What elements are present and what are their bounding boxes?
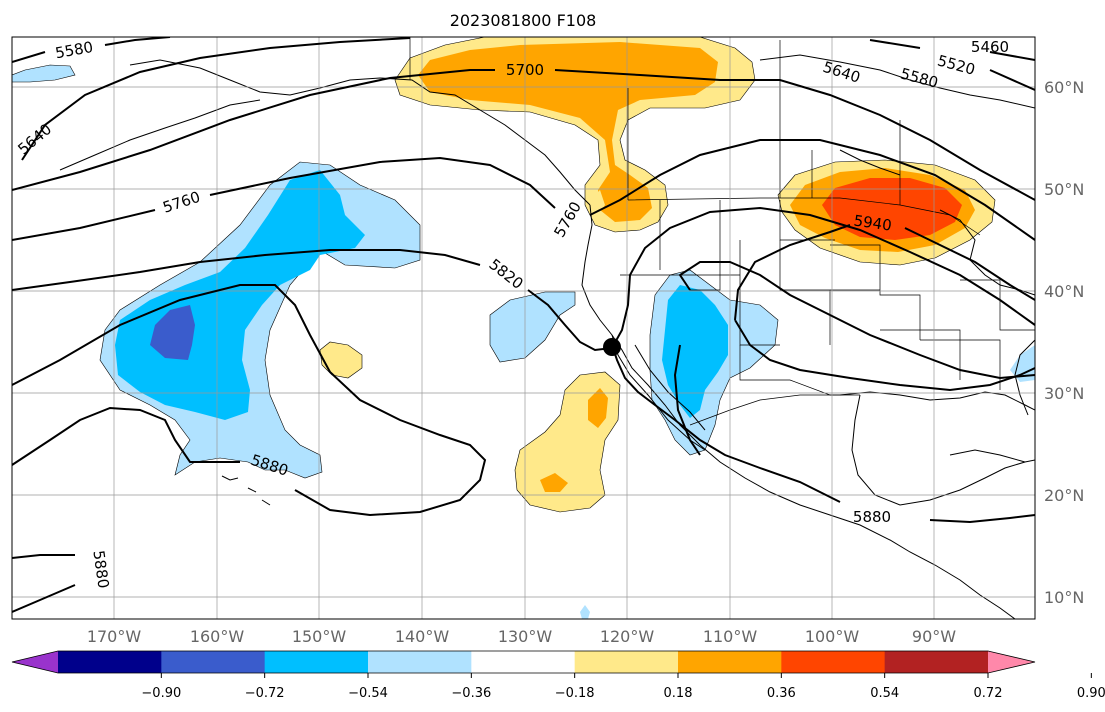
map-area: 5580 5460 5520 5580 5640 5700 5640 5760 … xyxy=(12,37,1035,619)
location-marker xyxy=(603,338,621,356)
lon-label: 150°W xyxy=(292,627,347,646)
negative-anomaly-southwest-core xyxy=(662,285,728,418)
borders xyxy=(409,37,1035,426)
height-contours xyxy=(12,37,1035,613)
contour-5880-south-left xyxy=(12,554,76,613)
lon-label: 120°W xyxy=(600,627,655,646)
lon-label: 100°W xyxy=(805,627,860,646)
colorbar-extend-low xyxy=(12,651,58,673)
contour-5880-east xyxy=(611,261,1035,524)
lon-label: 160°W xyxy=(190,627,245,646)
colorbar xyxy=(11,650,1092,678)
colorbar-tick-label: −0.54 xyxy=(348,686,388,701)
colorbar-segment xyxy=(574,651,679,673)
colorbar-segment xyxy=(58,651,162,673)
contour-label: 5700 xyxy=(506,61,544,79)
positive-anomaly-off-mexico-core xyxy=(588,388,608,428)
map-title: 2023081800 F108 xyxy=(450,11,597,30)
lon-label: 130°W xyxy=(498,627,553,646)
lat-label: 60°N xyxy=(1044,78,1084,97)
contour-5700 xyxy=(12,69,1035,201)
colorbar-segment xyxy=(161,651,266,673)
colorbar-segment xyxy=(368,651,472,673)
colorbar-segment xyxy=(884,651,989,673)
contour-label: 5880 xyxy=(853,508,891,526)
contour-5580-west xyxy=(12,37,171,63)
lat-label: 50°N xyxy=(1044,180,1084,199)
colorbar-segment xyxy=(471,651,576,673)
positive-anomaly-off-mexico-core-2 xyxy=(540,473,568,492)
contour-5940 xyxy=(734,224,1035,392)
contour-5880-pacific xyxy=(12,284,487,517)
negative-anomaly-far-west xyxy=(12,64,76,83)
negative-anomaly-tiny xyxy=(580,605,590,619)
colorbar-tick-label: −0.90 xyxy=(141,686,181,701)
colorbar-tick-label: 0.54 xyxy=(870,686,899,701)
lon-label: 170°W xyxy=(87,627,142,646)
contour-5640-west xyxy=(21,37,411,161)
colorbar-tick-label: −0.18 xyxy=(555,686,595,701)
colorbar-tick-label: 0.36 xyxy=(767,686,796,701)
colorbar-segment xyxy=(678,651,782,673)
colorbar-segment xyxy=(781,651,886,673)
contour-label: 5880 xyxy=(89,549,112,589)
colorbar-segment xyxy=(264,651,369,673)
colorbar-tick-label: 0.72 xyxy=(974,686,1003,701)
contour-5820 xyxy=(12,206,1035,352)
positive-anomaly-midwest-core xyxy=(822,178,962,240)
longitude-labels: 170°W 160°W 150°W 140°W 130°W 120°W 110°… xyxy=(87,627,956,646)
map-frame xyxy=(11,36,1036,620)
contour-label: 5940 xyxy=(853,211,893,234)
negative-anomaly-west-pacific-peak xyxy=(150,305,195,360)
positive-anomaly-pacific-small xyxy=(319,341,363,379)
negative-anomaly-east-coast xyxy=(1010,345,1035,382)
lat-label: 20°N xyxy=(1044,486,1084,505)
lat-label: 30°N xyxy=(1044,384,1084,403)
contour-label: 5460 xyxy=(971,38,1009,56)
lat-label: 40°N xyxy=(1044,282,1084,301)
latitude-labels: 60°N 50°N 40°N 30°N 20°N 10°N xyxy=(1044,78,1084,607)
colorbar-ticks: −0.90 −0.72 −0.54 −0.36 −0.18 0.18 0.36 … xyxy=(141,686,1105,701)
colorbar-tick-label: 0.90 xyxy=(1077,686,1105,701)
colorbar-outline xyxy=(11,650,1036,674)
contour-5760 xyxy=(12,139,1035,241)
lon-label: 110°W xyxy=(703,627,758,646)
colorbar-tick-label: −0.72 xyxy=(245,686,285,701)
colorbar-tick-label: −0.36 xyxy=(451,686,491,701)
lon-label: 90°W xyxy=(912,627,956,646)
colorbar-tick-label: 0.18 xyxy=(664,686,693,701)
lat-label: 10°N xyxy=(1044,588,1084,607)
contour-east-upper xyxy=(869,39,1035,91)
lon-label: 140°W xyxy=(395,627,450,646)
colorbar-extend-high xyxy=(988,651,1035,673)
